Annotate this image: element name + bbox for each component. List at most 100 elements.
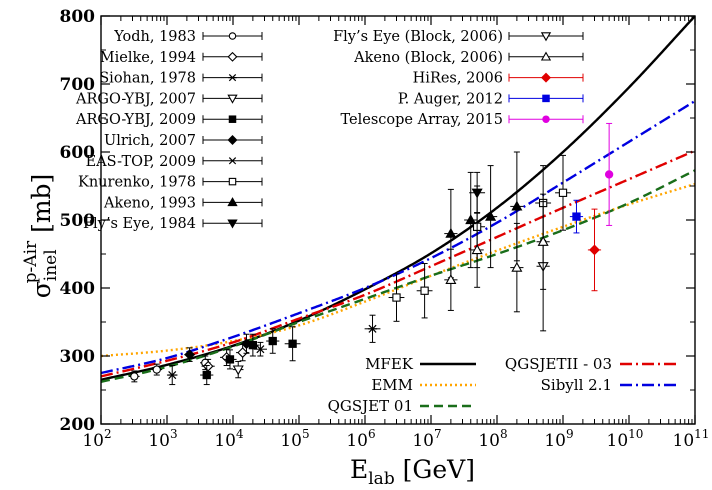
legend-item: HiRes, 2006 [413, 71, 584, 87]
x-axis-label: Elab [GeV] [350, 455, 475, 489]
data-point [469, 171, 486, 214]
data-point [129, 370, 140, 383]
y-tick-label: 800 [60, 7, 96, 27]
data-point [470, 212, 484, 288]
data-marker [228, 177, 237, 186]
data-marker [542, 94, 550, 103]
data-marker [558, 188, 568, 197]
legend-item: Fly’s Eye (Block, 2006) [333, 29, 584, 45]
legend-label: Siohan, 1978 [99, 71, 196, 87]
x-tick-label: 104 [214, 427, 244, 451]
model-curve [101, 149, 695, 378]
legend-item: Akeno, 1993 [103, 195, 263, 211]
legend-label: Telescope Array, 2015 [341, 112, 503, 128]
x-tick-label: 107 [412, 427, 441, 451]
data-point [246, 333, 260, 357]
data-point [484, 165, 498, 269]
data-marker [511, 200, 523, 211]
data-marker [268, 336, 277, 346]
y-tick-label: 700 [60, 75, 96, 95]
y-axis: 200 300 400 500 600 700 800 [60, 7, 695, 435]
legend-item: P. Auger, 2012 [398, 91, 584, 107]
data-marker [202, 360, 214, 372]
data-marker [237, 347, 249, 358]
x-tick-label: 103 [148, 427, 177, 451]
x-tick-label: 105 [280, 427, 309, 451]
legend-item: Fly’s Eye, 1984 [83, 216, 263, 232]
data-marker [445, 227, 457, 238]
x-tick-label: 106 [346, 427, 375, 451]
data-marker [202, 370, 211, 380]
legend-item: Telescope Array, 2015 [341, 112, 584, 128]
models-legend: MFEK EMM QGSJET 01 QGSJETII - 03 Sibyll 2.1 [328, 355, 680, 415]
x-axis: 102 103 104 105 106 107 108 109 1010 1011 [82, 16, 709, 451]
y-tick-label: 300 [60, 347, 96, 367]
data-point [253, 341, 267, 357]
legend-label: QGSJETII - 03 [505, 355, 612, 373]
legend-item: Mielke, 1994 [100, 50, 263, 66]
data-marker [241, 338, 252, 350]
data-marker [227, 219, 238, 229]
data-point [536, 193, 550, 290]
data-marker [465, 214, 477, 225]
data-point [223, 349, 237, 370]
data-marker [228, 157, 237, 165]
data-marker [511, 261, 523, 272]
y-tick-label: 400 [60, 279, 96, 299]
data-point [364, 314, 381, 343]
legend-label: Yodh, 1983 [113, 29, 196, 45]
data-marker [228, 32, 237, 40]
data-marker [227, 197, 238, 207]
data-point [232, 360, 244, 379]
svg-text:σinelp-Air [mb]: σinelp-Air [mb] [21, 174, 61, 299]
legend-item: Sibyll 2.1 [541, 376, 680, 394]
data-marker [225, 355, 235, 364]
data-marker [471, 188, 483, 199]
legend-label: EMM [371, 376, 413, 394]
legend-label: Ulrich, 2007 [104, 133, 196, 149]
legend-label: P. Auger, 2012 [398, 91, 503, 107]
data-point [510, 222, 524, 313]
legend-label: ARGO-YBJ, 2007 [75, 91, 196, 107]
legend-label: MFEK [365, 355, 414, 373]
legend-item: MFEK [365, 355, 476, 373]
legend-label: Mielke, 1994 [100, 50, 196, 66]
legend-label: Fly’s Eye, 1984 [83, 216, 196, 232]
data-marker [541, 72, 551, 83]
legend-item: QGSJET 01 [328, 397, 476, 415]
legend-label: Knurenko, 1978 [78, 175, 196, 191]
data-marker [471, 244, 483, 255]
x-tick-label: 108 [478, 427, 507, 451]
legend-label: ARGO-YBJ, 2009 [75, 112, 196, 128]
legend-item: EAS-TOP, 2009 [86, 154, 263, 170]
data-point [388, 273, 405, 322]
data-marker [572, 212, 581, 221]
legend-item: QGSJETII - 03 [505, 355, 680, 373]
x-tick-label: 1011 [673, 427, 710, 451]
data-point [569, 199, 584, 234]
data-point [555, 154, 571, 231]
data-point [266, 328, 280, 354]
data-marker [184, 349, 195, 361]
data-point [200, 365, 214, 386]
y-tick-label: 200 [60, 415, 96, 435]
legend-label: QGSJET 01 [328, 397, 413, 415]
data-point [241, 333, 252, 354]
x-tick-label: 1010 [607, 427, 644, 451]
legend-item: Ulrich, 2007 [104, 133, 263, 149]
data-point [444, 248, 458, 311]
experiments-legend: Yodh, 1983 Mielke, 1994 Siohan, 1978 ARGO-Y… [75, 29, 584, 232]
data-marker [445, 274, 457, 284]
legend-item: Siohan, 1978 [99, 71, 263, 87]
legend-label: Fly’s Eye (Block, 2006) [333, 29, 503, 45]
legend-item: EMM [371, 376, 476, 394]
data-point [587, 208, 602, 292]
data-marker [227, 94, 238, 104]
data-marker [542, 115, 550, 123]
model-curve [101, 16, 695, 381]
data-marker [540, 32, 552, 42]
y-tick-label: 500 [60, 211, 96, 231]
data-point [416, 263, 433, 319]
legend-item: Akeno (Block, 2006) [353, 50, 584, 66]
